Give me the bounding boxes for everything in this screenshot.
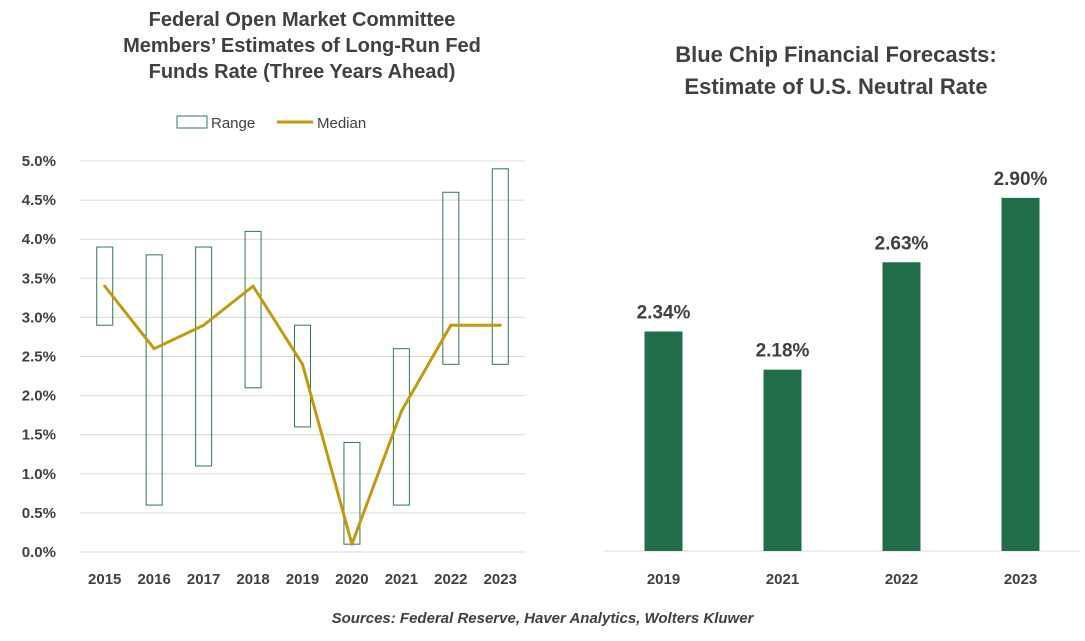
range-box: [491, 168, 509, 365]
right-chart-title-line: Estimate of U.S. Neutral Rate: [684, 74, 987, 99]
range-box: [294, 324, 311, 428]
median-point: [301, 362, 304, 366]
y-tick-label: 1.5%: [22, 427, 56, 444]
y-tick-label: 2.0%: [22, 388, 56, 405]
bar: [882, 262, 921, 551]
y-tick-label: 0.0%: [22, 544, 56, 561]
median-point: [251, 284, 255, 288]
y-tick-label: 0.5%: [22, 505, 56, 522]
x-tick-label: 2020: [335, 571, 368, 588]
bar-data-label: 2.34%: [637, 302, 691, 323]
left-chart-title-line: Members’ Estimates of Long-Run Fed: [123, 35, 481, 57]
range-box: [145, 254, 163, 506]
y-tick-label: 2.5%: [22, 349, 56, 366]
median-point: [498, 323, 502, 327]
source-note: Sources: Federal Reserve, Haver Analytic…: [331, 610, 754, 627]
x-tick-label: 2018: [236, 571, 269, 588]
bar: [763, 369, 802, 551]
bar: [644, 331, 683, 551]
x-tick-label: 2019: [647, 571, 680, 588]
median-point: [399, 409, 403, 413]
legend-median-label: Median: [317, 115, 366, 132]
bar-data-label: 2.18%: [756, 341, 810, 362]
y-tick-label: 4.5%: [22, 192, 56, 209]
bar-data-label: 2.63%: [875, 233, 929, 254]
x-tick-label: 2015: [88, 571, 121, 588]
y-tick-label: 3.0%: [22, 309, 56, 326]
range-box: [392, 348, 410, 506]
legend-range-swatch: [176, 115, 208, 129]
median-point: [103, 284, 107, 288]
x-tick-label: 2021: [766, 571, 799, 588]
y-tick-label: 4.0%: [22, 231, 56, 248]
bar-data-label: 2.90%: [994, 169, 1048, 190]
median-point: [202, 323, 206, 327]
x-tick-label: 2023: [1004, 571, 1037, 588]
median-point: [152, 347, 156, 351]
bar: [1001, 197, 1040, 551]
range-box: [244, 230, 262, 389]
x-tick-label: 2019: [286, 571, 319, 588]
range-box: [442, 191, 460, 365]
x-tick-label: 2016: [137, 571, 170, 588]
y-tick-label: 3.5%: [22, 270, 56, 287]
range-box: [195, 246, 213, 467]
left-chart-title-line: Funds Rate (Three Years Ahead): [149, 61, 456, 83]
y-tick-label: 5.0%: [22, 153, 56, 170]
left-chart-title-line: Federal Open Market Committee: [149, 9, 456, 31]
x-tick-label: 2022: [885, 571, 918, 588]
median-point: [350, 542, 354, 546]
range-box: [96, 246, 114, 326]
x-tick-label: 2023: [484, 571, 517, 588]
right-chart-title-line: Blue Chip Financial Forecasts:: [675, 42, 997, 67]
x-tick-label: 2021: [385, 571, 418, 588]
x-tick-label: 2017: [187, 571, 220, 588]
legend-range-label: Range: [211, 115, 255, 132]
x-tick-label: 2022: [434, 571, 467, 588]
y-tick-label: 1.0%: [22, 466, 56, 483]
median-point: [449, 323, 453, 327]
